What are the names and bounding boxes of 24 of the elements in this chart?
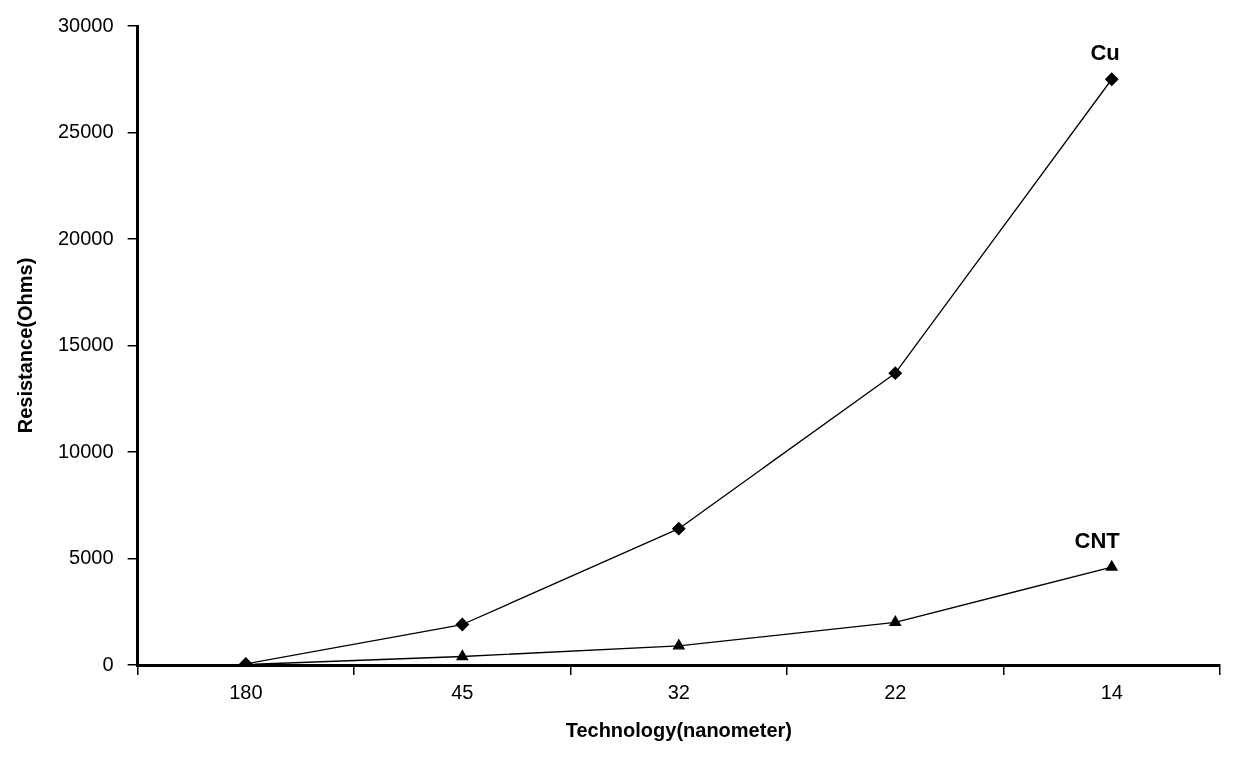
point [1105, 72, 1119, 86]
x-tick-label: 22 [884, 680, 907, 703]
series-label: CNT [1074, 528, 1121, 554]
point [888, 366, 902, 380]
point [672, 522, 686, 536]
x-tick-label: 32 [667, 680, 690, 703]
y-tick-label: 25000 [57, 120, 114, 143]
point [672, 639, 685, 650]
y-tick-label: 30000 [57, 13, 114, 36]
point [456, 649, 469, 661]
y-tick-label: 15000 [57, 333, 114, 356]
point [889, 615, 902, 627]
x-tick-label: 180 [229, 680, 263, 703]
x-tick-label: 45 [451, 680, 474, 703]
point [455, 617, 469, 632]
x-axis-title: Technology(nanometer) [565, 718, 792, 741]
y-axis-title: Resistance(Ohms) [13, 257, 36, 434]
y-tick-label: 5000 [69, 546, 114, 569]
y-tick-label: 20000 [57, 226, 114, 249]
y-tick-label: 10000 [57, 439, 114, 462]
x-tick-label: 14 [1100, 680, 1123, 703]
y-tick-label: 0 [102, 652, 114, 675]
point [1105, 560, 1118, 571]
series-label: Cu [1090, 40, 1120, 66]
